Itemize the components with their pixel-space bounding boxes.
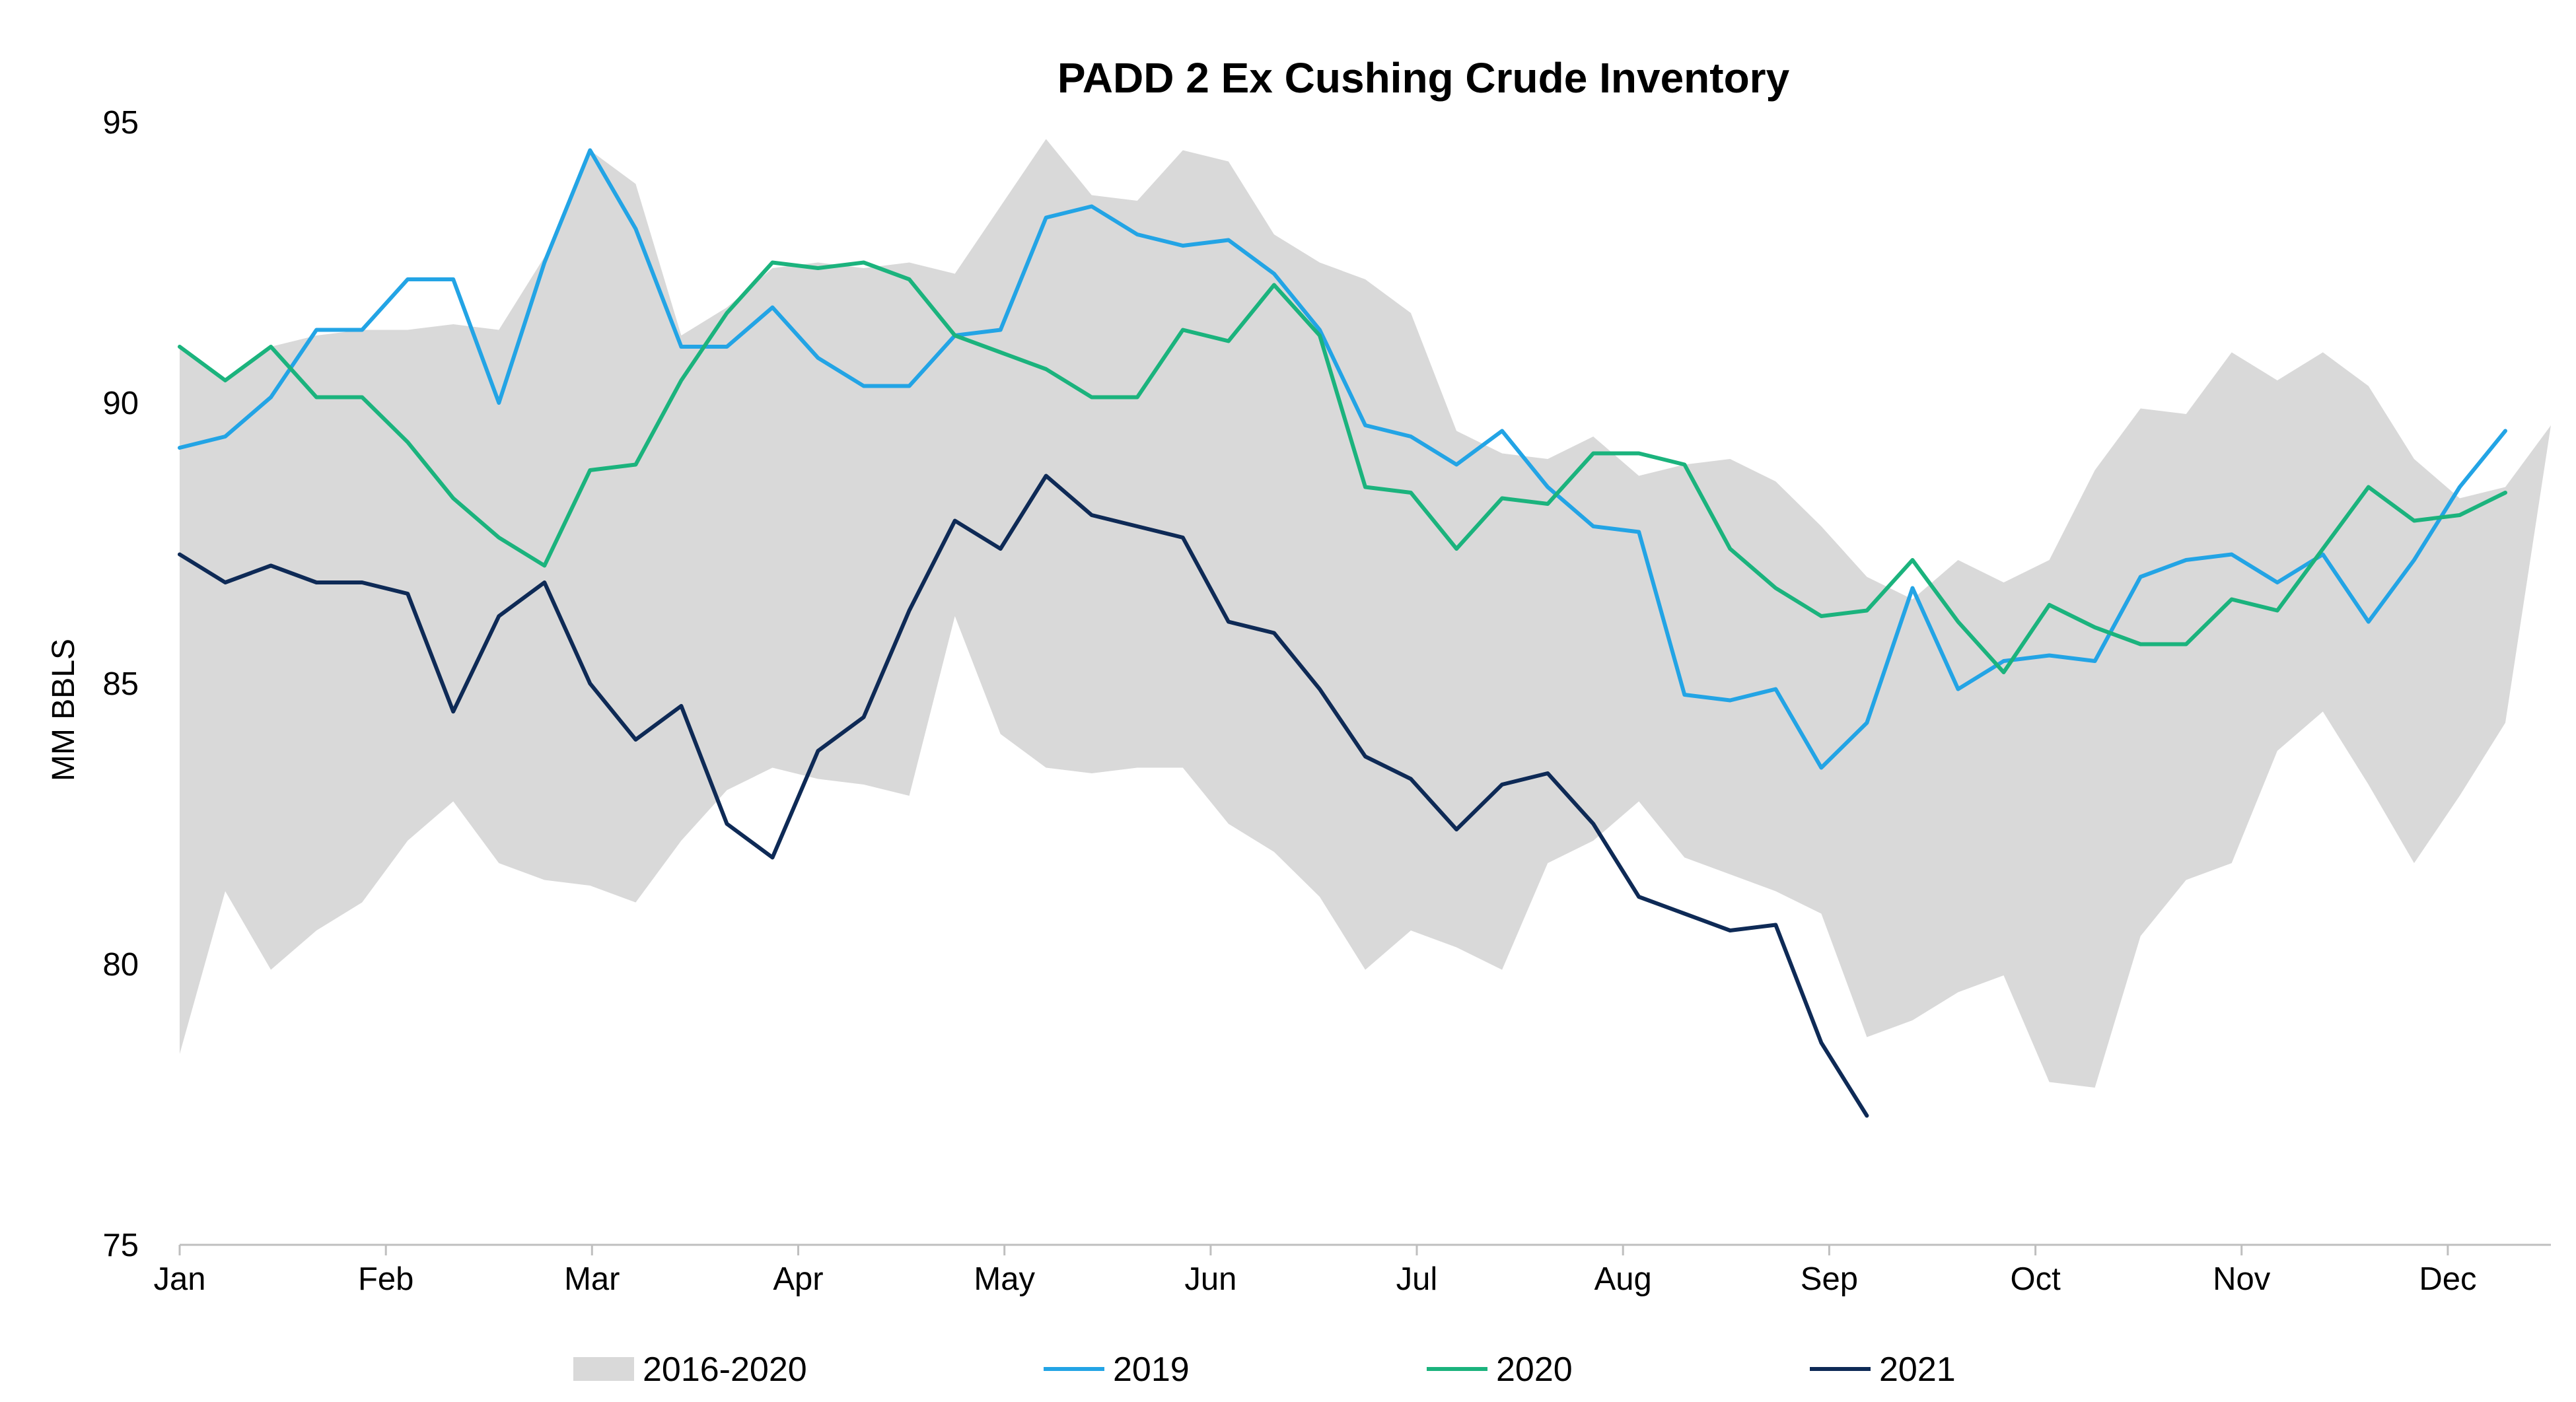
x-tick-label: Jul	[1396, 1261, 1438, 1297]
y-tick-label: 80	[102, 947, 139, 983]
x-tick-label: Nov	[2213, 1261, 2271, 1297]
series-line-2020	[178, 260, 2507, 674]
x-tick-label: Sep	[1801, 1261, 1858, 1297]
y-tick-label: 90	[102, 386, 139, 421]
range-band-2016-2020	[180, 139, 2551, 1088]
legend-swatch-2016-2020	[573, 1357, 634, 1381]
y-axis-label: MM BBLS	[46, 639, 81, 781]
x-tick-label: Jan	[153, 1261, 205, 1297]
y-tick-label: 75	[102, 1228, 139, 1263]
series-layer	[178, 148, 2507, 1118]
x-tick-label: Aug	[1594, 1261, 1652, 1297]
x-tick-label: Dec	[2419, 1261, 2476, 1297]
y-tick-label: 95	[102, 105, 139, 141]
x-tick-label: May	[974, 1261, 1035, 1297]
series-line-2019	[178, 148, 2507, 770]
legend: 2016-2020 2019 2020 2021	[573, 1350, 1956, 1389]
legend-label-2019: 2019	[1113, 1350, 1190, 1389]
axis-layer: 75 80 85 90 95 Jan Feb Mar Apr May Jun Jul Aug Sep Oct…	[102, 105, 2551, 1297]
x-tick-label: Oct	[2010, 1261, 2061, 1297]
x-tick-label: Apr	[773, 1261, 823, 1297]
x-tick-label: Jun	[1184, 1261, 1236, 1297]
range-band-layer	[180, 139, 2551, 1088]
x-tick-label: Mar	[564, 1261, 620, 1297]
legend-label-2020: 2020	[1496, 1350, 1573, 1389]
y-tick-label: 85	[102, 666, 139, 702]
chart-title: PADD 2 Ex Cushing Crude Inventory	[1057, 54, 1790, 102]
x-tick-label: Feb	[358, 1261, 413, 1297]
legend-label-2021: 2021	[1879, 1350, 1956, 1389]
legend-label-2016-2020: 2016-2020	[643, 1350, 807, 1389]
series-line-2021	[178, 473, 1869, 1118]
